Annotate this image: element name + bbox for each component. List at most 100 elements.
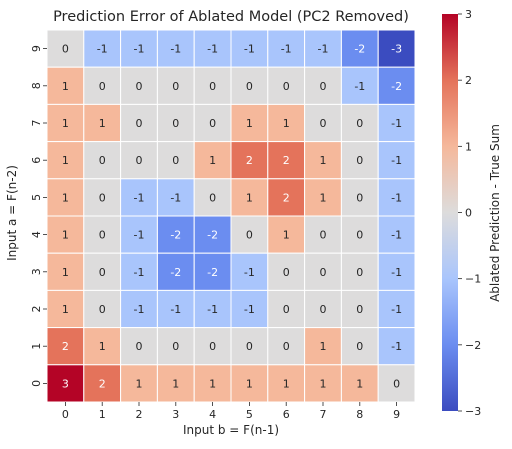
heatmap-cell xyxy=(377,103,416,143)
cell-value-label: 0 xyxy=(209,191,216,204)
cell-value-label: 1 xyxy=(283,117,290,130)
cell-value-label: 0 xyxy=(209,80,216,93)
y-tick-label: 7 xyxy=(30,120,43,127)
heatmap-cell xyxy=(230,215,269,254)
cell-value-label: -1 xyxy=(281,43,292,56)
cell-value-label: 1 xyxy=(283,377,290,390)
y-tick-label: 0 xyxy=(30,380,43,387)
heatmap-cell xyxy=(230,141,269,180)
heatmap-cell xyxy=(230,252,269,291)
cell-value-label: 0 xyxy=(246,229,253,242)
heatmap-cell xyxy=(230,29,269,68)
cell-value-label: 0 xyxy=(283,266,290,279)
cell-value-label: 0 xyxy=(99,266,106,279)
heatmap-cell xyxy=(304,289,342,329)
heatmap-cell xyxy=(304,252,342,291)
x-tick-label: 1 xyxy=(99,408,106,421)
heatmap-cell xyxy=(230,178,269,217)
cell-value-label: -1 xyxy=(134,229,145,242)
heatmap-cell xyxy=(267,289,306,329)
colorbar-tick-label: −3 xyxy=(465,405,481,418)
heatmap-cell xyxy=(83,327,122,366)
cell-value-label: -1 xyxy=(391,117,402,130)
heatmap-cell xyxy=(340,327,379,366)
heatmap-cell xyxy=(120,289,158,329)
cell-value-label: 1 xyxy=(136,377,143,390)
cell-value-label: 1 xyxy=(62,303,69,316)
y-tick-label: 3 xyxy=(30,268,43,275)
cell-value-label: 1 xyxy=(62,191,69,204)
x-tick-label: 2 xyxy=(136,408,143,421)
cell-value-label: 1 xyxy=(320,154,327,167)
heatmap-cell xyxy=(340,66,379,105)
heatmap-cell xyxy=(340,289,379,329)
cell-value-label: -1 xyxy=(134,266,145,279)
heatmap-cell xyxy=(156,252,195,291)
cell-value-label: 0 xyxy=(356,266,363,279)
x-tick-label: 0 xyxy=(62,408,69,421)
heatmap-cell xyxy=(267,66,306,105)
cell-value-label: -1 xyxy=(391,229,402,242)
x-axis-ticks: 0 1 2 3 4 5 6 7 8 9 xyxy=(62,402,400,421)
cell-value-label: 0 xyxy=(136,340,143,353)
cell-value-label: 0 xyxy=(320,266,327,279)
heatmap-cell xyxy=(340,215,379,254)
cell-value-label: -1 xyxy=(134,303,145,316)
cell-value-label: 0 xyxy=(283,340,290,353)
heatmap-cell xyxy=(304,364,342,403)
colorbar-tick-label: 3 xyxy=(465,8,472,21)
cell-value-label: 0 xyxy=(209,117,216,130)
cell-value-label: -1 xyxy=(391,154,402,167)
cell-value-label: 1 xyxy=(99,117,106,130)
heatmap-cell xyxy=(193,178,232,217)
cell-value-label: 0 xyxy=(283,80,290,93)
y-tick-label: 2 xyxy=(30,306,43,313)
x-axis-label: Input b = F(n-1) xyxy=(183,423,279,437)
cell-value-label: -1 xyxy=(391,340,402,353)
colorbar-tick-label: 0 xyxy=(465,207,472,220)
heatmap-cell xyxy=(340,103,379,143)
cell-value-label: -1 xyxy=(207,43,218,56)
cell-value-label: 0 xyxy=(99,229,106,242)
heatmap-cell xyxy=(230,289,269,329)
x-tick-label: 8 xyxy=(356,408,363,421)
heatmap-cells: 0 -1 -1 -1 -1 -1 -1 -1 -2 -3 1 0 0 0 0 0 0 0 -1 -2 1 1 0 0 0 1 1 0 0… xyxy=(46,29,416,403)
heatmap-cell xyxy=(267,178,306,217)
heatmap-cell xyxy=(156,289,195,329)
heatmap-cell xyxy=(267,103,306,143)
heatmap-cell xyxy=(304,327,342,366)
cell-value-label: 0 xyxy=(393,377,400,390)
cell-value-label: -1 xyxy=(134,191,145,204)
cell-value-label: 1 xyxy=(246,117,253,130)
cell-value-label: -1 xyxy=(391,266,402,279)
heatmap-cell xyxy=(377,252,416,291)
cell-value-label: 2 xyxy=(99,377,106,390)
chart-title: Prediction Error of Ablated Model (PC2 R… xyxy=(53,9,409,25)
heatmap-cell xyxy=(230,364,269,403)
cell-value-label: 0 xyxy=(99,154,106,167)
cell-value-label: 2 xyxy=(283,191,290,204)
heatmap-cell xyxy=(340,252,379,291)
cell-value-label: 1 xyxy=(62,117,69,130)
heatmap-cell xyxy=(46,141,85,180)
cell-value-label: -2 xyxy=(391,80,402,93)
heatmap-cell xyxy=(267,141,306,180)
heatmap-cell xyxy=(83,103,122,143)
cell-value-label: 0 xyxy=(62,43,69,56)
cell-value-label: 1 xyxy=(62,266,69,279)
cell-value-label: 0 xyxy=(283,303,290,316)
y-tick-label: 1 xyxy=(30,343,43,350)
heatmap-cell xyxy=(267,327,306,366)
cell-value-label: 0 xyxy=(136,80,143,93)
cell-value-label: 0 xyxy=(172,154,179,167)
heatmap-cell xyxy=(193,289,232,329)
cell-value-label: 0 xyxy=(356,154,363,167)
cell-value-label: -2 xyxy=(354,43,365,56)
heatmap-cell xyxy=(304,66,342,105)
cell-value-label: 0 xyxy=(172,117,179,130)
heatmap-cell xyxy=(193,327,232,366)
x-tick-label: 9 xyxy=(393,408,400,421)
y-tick-label: 9 xyxy=(30,45,43,52)
heatmap-cell xyxy=(267,252,306,291)
cell-value-label: 0 xyxy=(320,117,327,130)
